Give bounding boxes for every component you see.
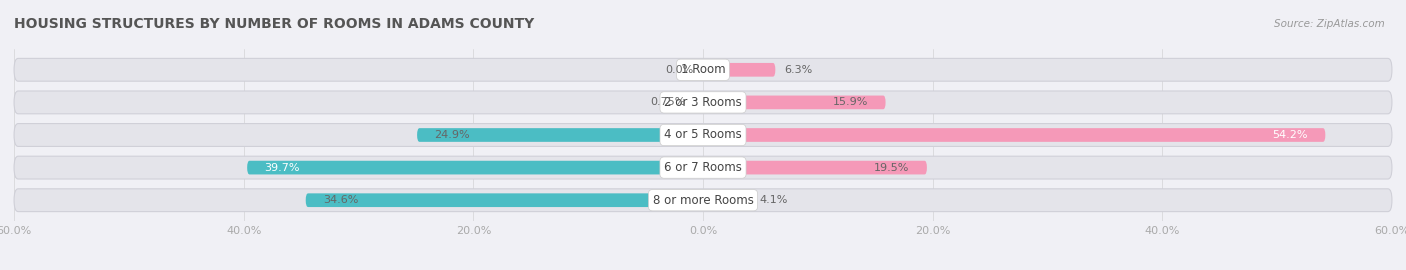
Text: 54.2%: 54.2% bbox=[1272, 130, 1308, 140]
FancyBboxPatch shape bbox=[14, 58, 1392, 81]
FancyBboxPatch shape bbox=[695, 96, 703, 109]
Text: 34.6%: 34.6% bbox=[323, 195, 359, 205]
FancyBboxPatch shape bbox=[418, 128, 703, 142]
Text: 15.9%: 15.9% bbox=[832, 97, 869, 107]
Text: HOUSING STRUCTURES BY NUMBER OF ROOMS IN ADAMS COUNTY: HOUSING STRUCTURES BY NUMBER OF ROOMS IN… bbox=[14, 17, 534, 31]
Text: 0.75%: 0.75% bbox=[650, 97, 685, 107]
Text: 19.5%: 19.5% bbox=[875, 163, 910, 173]
FancyBboxPatch shape bbox=[703, 63, 775, 77]
FancyBboxPatch shape bbox=[305, 193, 703, 207]
Text: 2 or 3 Rooms: 2 or 3 Rooms bbox=[664, 96, 742, 109]
Text: 24.9%: 24.9% bbox=[434, 130, 470, 140]
FancyBboxPatch shape bbox=[247, 161, 703, 174]
FancyBboxPatch shape bbox=[14, 91, 1392, 114]
Text: 8 or more Rooms: 8 or more Rooms bbox=[652, 194, 754, 207]
FancyBboxPatch shape bbox=[703, 96, 886, 109]
Text: 6.3%: 6.3% bbox=[785, 65, 813, 75]
Text: 4 or 5 Rooms: 4 or 5 Rooms bbox=[664, 129, 742, 141]
Text: 0.0%: 0.0% bbox=[665, 65, 693, 75]
Text: 4.1%: 4.1% bbox=[759, 195, 787, 205]
Text: 6 or 7 Rooms: 6 or 7 Rooms bbox=[664, 161, 742, 174]
FancyBboxPatch shape bbox=[703, 193, 749, 207]
FancyBboxPatch shape bbox=[703, 128, 1326, 142]
Text: Source: ZipAtlas.com: Source: ZipAtlas.com bbox=[1274, 19, 1385, 29]
Text: 39.7%: 39.7% bbox=[264, 163, 299, 173]
Text: 1 Room: 1 Room bbox=[681, 63, 725, 76]
FancyBboxPatch shape bbox=[14, 156, 1392, 179]
FancyBboxPatch shape bbox=[14, 189, 1392, 212]
FancyBboxPatch shape bbox=[14, 124, 1392, 146]
FancyBboxPatch shape bbox=[703, 161, 927, 174]
